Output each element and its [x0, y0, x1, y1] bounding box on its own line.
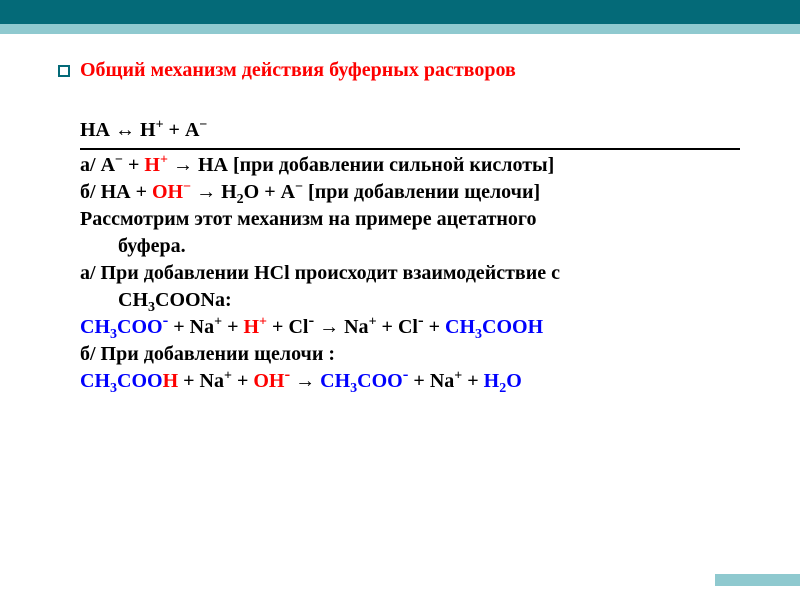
para3: б/ При добавлении щелочи : [80, 341, 740, 368]
lb-oh: ОН− [152, 181, 191, 203]
r2-p4: + [462, 370, 483, 392]
reaction-2: CH3COOH + Na+ + OH- → CH3COO- + Na+ + H2… [80, 368, 740, 395]
r1-p2: + [222, 316, 243, 338]
line-a: а/ А− + Н+ → НА [при добавлении сильной … [80, 152, 740, 179]
lb-note: [при добавлении щелочи] [303, 181, 540, 203]
lb-a-sup: − [295, 179, 303, 194]
r1-p3: + [267, 316, 288, 338]
eq-ha: НА [80, 119, 110, 141]
line-b-prefix: б/ [80, 181, 101, 203]
r1-p4: + [377, 316, 398, 338]
r1-p5: + [424, 316, 445, 338]
r1-cl1: Cl- [288, 316, 314, 338]
equation-main: НА ↔ Н+ + А− [80, 117, 740, 144]
lb-p2: + [259, 181, 280, 203]
r2-oh: OH- [253, 370, 290, 392]
bullet-icon [58, 65, 70, 77]
r2-h2o: H2O [484, 370, 522, 392]
title-wrap: Общий механизм действия буферных раствор… [80, 58, 740, 83]
r1-reactant1: CH3COO- [80, 316, 168, 338]
la-note: [при добавлении сильной кислоты] [233, 154, 554, 176]
r1-h: H+ [243, 316, 267, 338]
la-a: А [101, 154, 115, 176]
lb-h2o: Н2О [221, 181, 259, 203]
la-a-sup: − [115, 152, 123, 167]
para2-l2: СН3СООNa: [118, 289, 232, 311]
r2-prod1: CH3COO- [320, 370, 408, 392]
line-b: б/ НА + ОН− → Н2О + А− [при добавлении щ… [80, 179, 740, 206]
la-ha: НА [198, 154, 233, 176]
r2-na1: Na+ [200, 370, 232, 392]
la-h: Н+ [144, 154, 168, 176]
para2-l1: а/ При добавлении НСl происходит взаимод… [80, 262, 560, 284]
lb-arrow: → [191, 181, 221, 203]
lb-a: А [281, 181, 295, 203]
eq-plus: + [169, 119, 185, 141]
eq-h: Н [140, 119, 156, 141]
r2-p3: + [408, 370, 429, 392]
eq-a: А [185, 119, 199, 141]
para1: Рассмотрим этот механизм на примере ацет… [80, 206, 740, 260]
r1-prod: CH3COOH [445, 316, 543, 338]
r2-reactant1: CH3COOH [80, 370, 178, 392]
la-p1: + [123, 154, 144, 176]
eq-h-sup: + [156, 117, 164, 132]
r2-na2: Na+ [430, 370, 462, 392]
header-bar-light [0, 24, 800, 34]
la-arrow: → [168, 154, 198, 176]
eq-a-sup: − [199, 117, 207, 132]
r1-p1: + [168, 316, 189, 338]
para1-l2: буфера. [118, 235, 186, 257]
line-a-prefix: а/ [80, 154, 101, 176]
slide-content: Общий механизм действия буферных раствор… [0, 34, 800, 395]
r1-arrow: → [314, 316, 344, 338]
r2-p2: + [232, 370, 253, 392]
r2-arrow: → [290, 370, 320, 392]
lb-p1: + [131, 181, 152, 203]
lb-ha: НА [101, 181, 131, 203]
reaction-1: CH3COO- + Na+ + H+ + Cl- → Na+ + Cl- + C… [80, 314, 740, 341]
para2: а/ При добавлении НСl происходит взаимод… [80, 260, 740, 314]
r1-na1: Na+ [190, 316, 222, 338]
r2-p1: + [178, 370, 199, 392]
divider-line [80, 148, 740, 150]
para1-l1: Рассмотрим этот механизм на примере ацет… [80, 208, 537, 230]
r1-na2: Na+ [344, 316, 376, 338]
slide-title: Общий механизм действия буферных раствор… [80, 58, 740, 83]
header-bar-dark [0, 0, 800, 24]
r1-cl2: Cl- [398, 316, 424, 338]
eq-arrow: ↔ [115, 119, 140, 141]
footer-accent [715, 574, 800, 586]
